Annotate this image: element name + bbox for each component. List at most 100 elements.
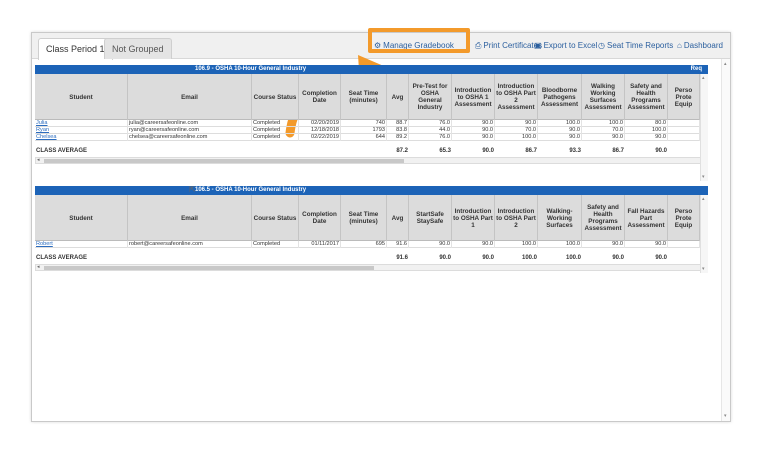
home-icon: ⌂: [677, 41, 682, 50]
table-body: Robert robert@careersafeonline.com Complet…: [35, 241, 708, 248]
class-average-value: 65.3: [439, 148, 451, 154]
table-row: Ryan ryan@careersafeonline.com Completed 12…: [35, 127, 708, 134]
tab-class-period-1[interactable]: Class Period 1: [38, 38, 113, 60]
column-header[interactable]: Perso Prote Equip: [668, 74, 700, 120]
class-average-value: 100.0: [521, 255, 537, 261]
manage-gradebook-button[interactable]: ⚙ Manage Gradebook: [374, 40, 454, 52]
column-header[interactable]: Introduction to OSHA Part 2: [495, 195, 538, 241]
scroll-left-icon[interactable]: ◂: [37, 264, 40, 270]
class-average-row: CLASS AVERAGE 87.2 65.3 90.0 86.7 93.3 86.7 90.…: [35, 146, 708, 157]
seat-time-reports-label: Seat Time Reports: [606, 41, 674, 50]
vertical-scrollbar[interactable]: ▴ ▾: [700, 195, 708, 273]
manage-gradebook-label: Manage Gradebook: [383, 41, 454, 50]
column-header[interactable]: Introduction to OSHA Part 1: [452, 195, 495, 241]
table-cell: 90.0: [625, 241, 668, 248]
section-title: 106.9 - OSHA 10-Hour General Industry: [195, 66, 307, 72]
horizontal-scrollbar[interactable]: ◂ ▸: [35, 264, 708, 271]
table-cell: 76.0: [409, 134, 452, 141]
export-to-excel-button[interactable]: ▣ Export to Excel: [534, 40, 597, 52]
table-cell: 90.0: [452, 134, 495, 141]
column-header[interactable]: Fall Hazards Part Assessment: [625, 195, 668, 241]
class-average-row: CLASS AVERAGE 91.6 90.0 90.0 100.0 100.0 90.0 9…: [35, 253, 708, 264]
table-cell: robert@careersafeonline.com: [128, 241, 252, 248]
vertical-scrollbar[interactable]: ▴ ▾: [700, 74, 708, 181]
table-row: Chelsea chelsea@careersafeonline.com Compl…: [35, 134, 708, 141]
scroll-down-icon[interactable]: ▾: [702, 174, 705, 180]
table-cell: 740: [341, 120, 387, 127]
table-cell: 83.8: [387, 127, 409, 134]
section-title-bar: 106.9 - OSHA 10-Hour General Industry Re…: [35, 65, 708, 74]
scroll-up-icon[interactable]: ▴: [702, 75, 705, 81]
scroll-up-icon[interactable]: ▴: [724, 61, 727, 67]
column-header[interactable]: Perso Prote Equip: [668, 195, 700, 241]
table-cell: 90.0: [452, 120, 495, 127]
scroll-left-icon[interactable]: ◂: [37, 157, 40, 163]
column-header[interactable]: Walking Working Surfaces Assessment: [582, 74, 625, 120]
table-cell: 90.0: [582, 134, 625, 141]
student-name-link[interactable]: Robert: [35, 241, 128, 248]
scroll-down-icon[interactable]: ▾: [702, 266, 705, 272]
column-header[interactable]: Student: [35, 74, 128, 120]
column-header[interactable]: Course Status: [252, 74, 299, 120]
seat-time-reports-button[interactable]: ◷ Seat Time Reports: [598, 40, 673, 52]
table-cell: 01/11/2017: [299, 241, 341, 248]
column-header[interactable]: Avg: [387, 74, 409, 120]
class-average-value: 90.0: [482, 255, 494, 261]
column-header[interactable]: Safety and Health Programs Assessment: [582, 195, 625, 241]
horizontal-scrollbar[interactable]: ◂ ▸: [35, 157, 708, 164]
table-cell: chelsea@careersafeonline.com: [128, 134, 252, 141]
column-header[interactable]: StartSafe StaySafe: [409, 195, 452, 241]
dashboard-label: Dashboard: [683, 41, 723, 50]
section-right-label: Req: [690, 66, 702, 72]
table-cell: 90.0: [452, 127, 495, 134]
column-header[interactable]: Bloodborne Pathogens Assessment: [538, 74, 582, 120]
table-cell: ryan@careersafeonline.com: [128, 127, 252, 134]
table-cell: 90.0: [452, 241, 495, 248]
student-name-link[interactable]: Ryan: [35, 127, 128, 134]
column-header[interactable]: Seat Time (minutes): [341, 195, 387, 241]
column-header[interactable]: Email: [128, 74, 252, 120]
column-header[interactable]: Introduction to OSHA Part 2 Assessment: [495, 74, 538, 120]
table-cell: 80.0: [625, 120, 668, 127]
scroll-down-icon[interactable]: ▾: [724, 413, 727, 419]
column-header[interactable]: Walking-Working Surfaces: [538, 195, 582, 241]
table-cell: 02/22/2019: [299, 134, 341, 141]
column-header[interactable]: Avg: [387, 195, 409, 241]
scrollbar-thumb[interactable]: [44, 266, 374, 270]
table-header: Student Email Course Status Completion Date…: [35, 74, 708, 120]
column-header[interactable]: Introduction to OSHA 1 Assessment: [452, 74, 495, 120]
class-average-value: 90.0: [482, 148, 494, 154]
column-header[interactable]: Email: [128, 195, 252, 241]
table-cell: 100.0: [495, 134, 538, 141]
column-header[interactable]: Student: [35, 195, 128, 241]
table-cell: 02/20/2019: [299, 120, 341, 127]
dashboard-button[interactable]: ⌂ Dashboard: [677, 40, 723, 52]
class-average-value: 90.0: [612, 255, 624, 261]
tab-not-grouped[interactable]: Not Grouped: [104, 38, 172, 59]
column-header[interactable]: Completion Date: [299, 195, 341, 241]
column-header[interactable]: Seat Time (minutes): [341, 74, 387, 120]
gradebook-window: Class Period 1 Not Grouped ⚙ Manage Grade…: [31, 28, 731, 422]
table-cell: 90.0: [538, 127, 582, 134]
print-certificates-button[interactable]: ⎙ Print Certificates: [475, 40, 542, 52]
export-to-excel-label: Export to Excel: [543, 41, 598, 50]
student-name-link[interactable]: Chelsea: [35, 134, 128, 141]
scrollbar-thumb[interactable]: [44, 159, 404, 163]
print-icon: ⎙: [475, 41, 482, 50]
class-average-value: 100.0: [565, 255, 581, 261]
column-header[interactable]: Completion Date: [299, 74, 341, 120]
class-average-value: 90.0: [439, 255, 451, 261]
table-cell: 90.0: [495, 120, 538, 127]
highlight-box: [368, 28, 470, 53]
tab-bar: Class Period 1 Not Grouped ⚙ Manage Grade…: [32, 28, 730, 60]
gradebook-table-106-5: 106.5 - OSHA 10-Hour General Industry St…: [35, 186, 708, 273]
gear-icon: ⚙: [374, 41, 382, 50]
column-header[interactable]: Safety and Health Programs Assessment: [625, 74, 668, 120]
table-cell: [668, 241, 700, 248]
scroll-up-icon[interactable]: ▴: [702, 196, 705, 202]
column-header[interactable]: Course Status: [252, 195, 299, 241]
student-name-link[interactable]: Julia: [35, 120, 128, 127]
page-vertical-scrollbar[interactable]: ▴ ▾: [721, 59, 730, 421]
column-header[interactable]: Pre-Test for OSHA General Industry: [409, 74, 452, 120]
table-row: Robert robert@careersafeonline.com Complet…: [35, 241, 708, 248]
